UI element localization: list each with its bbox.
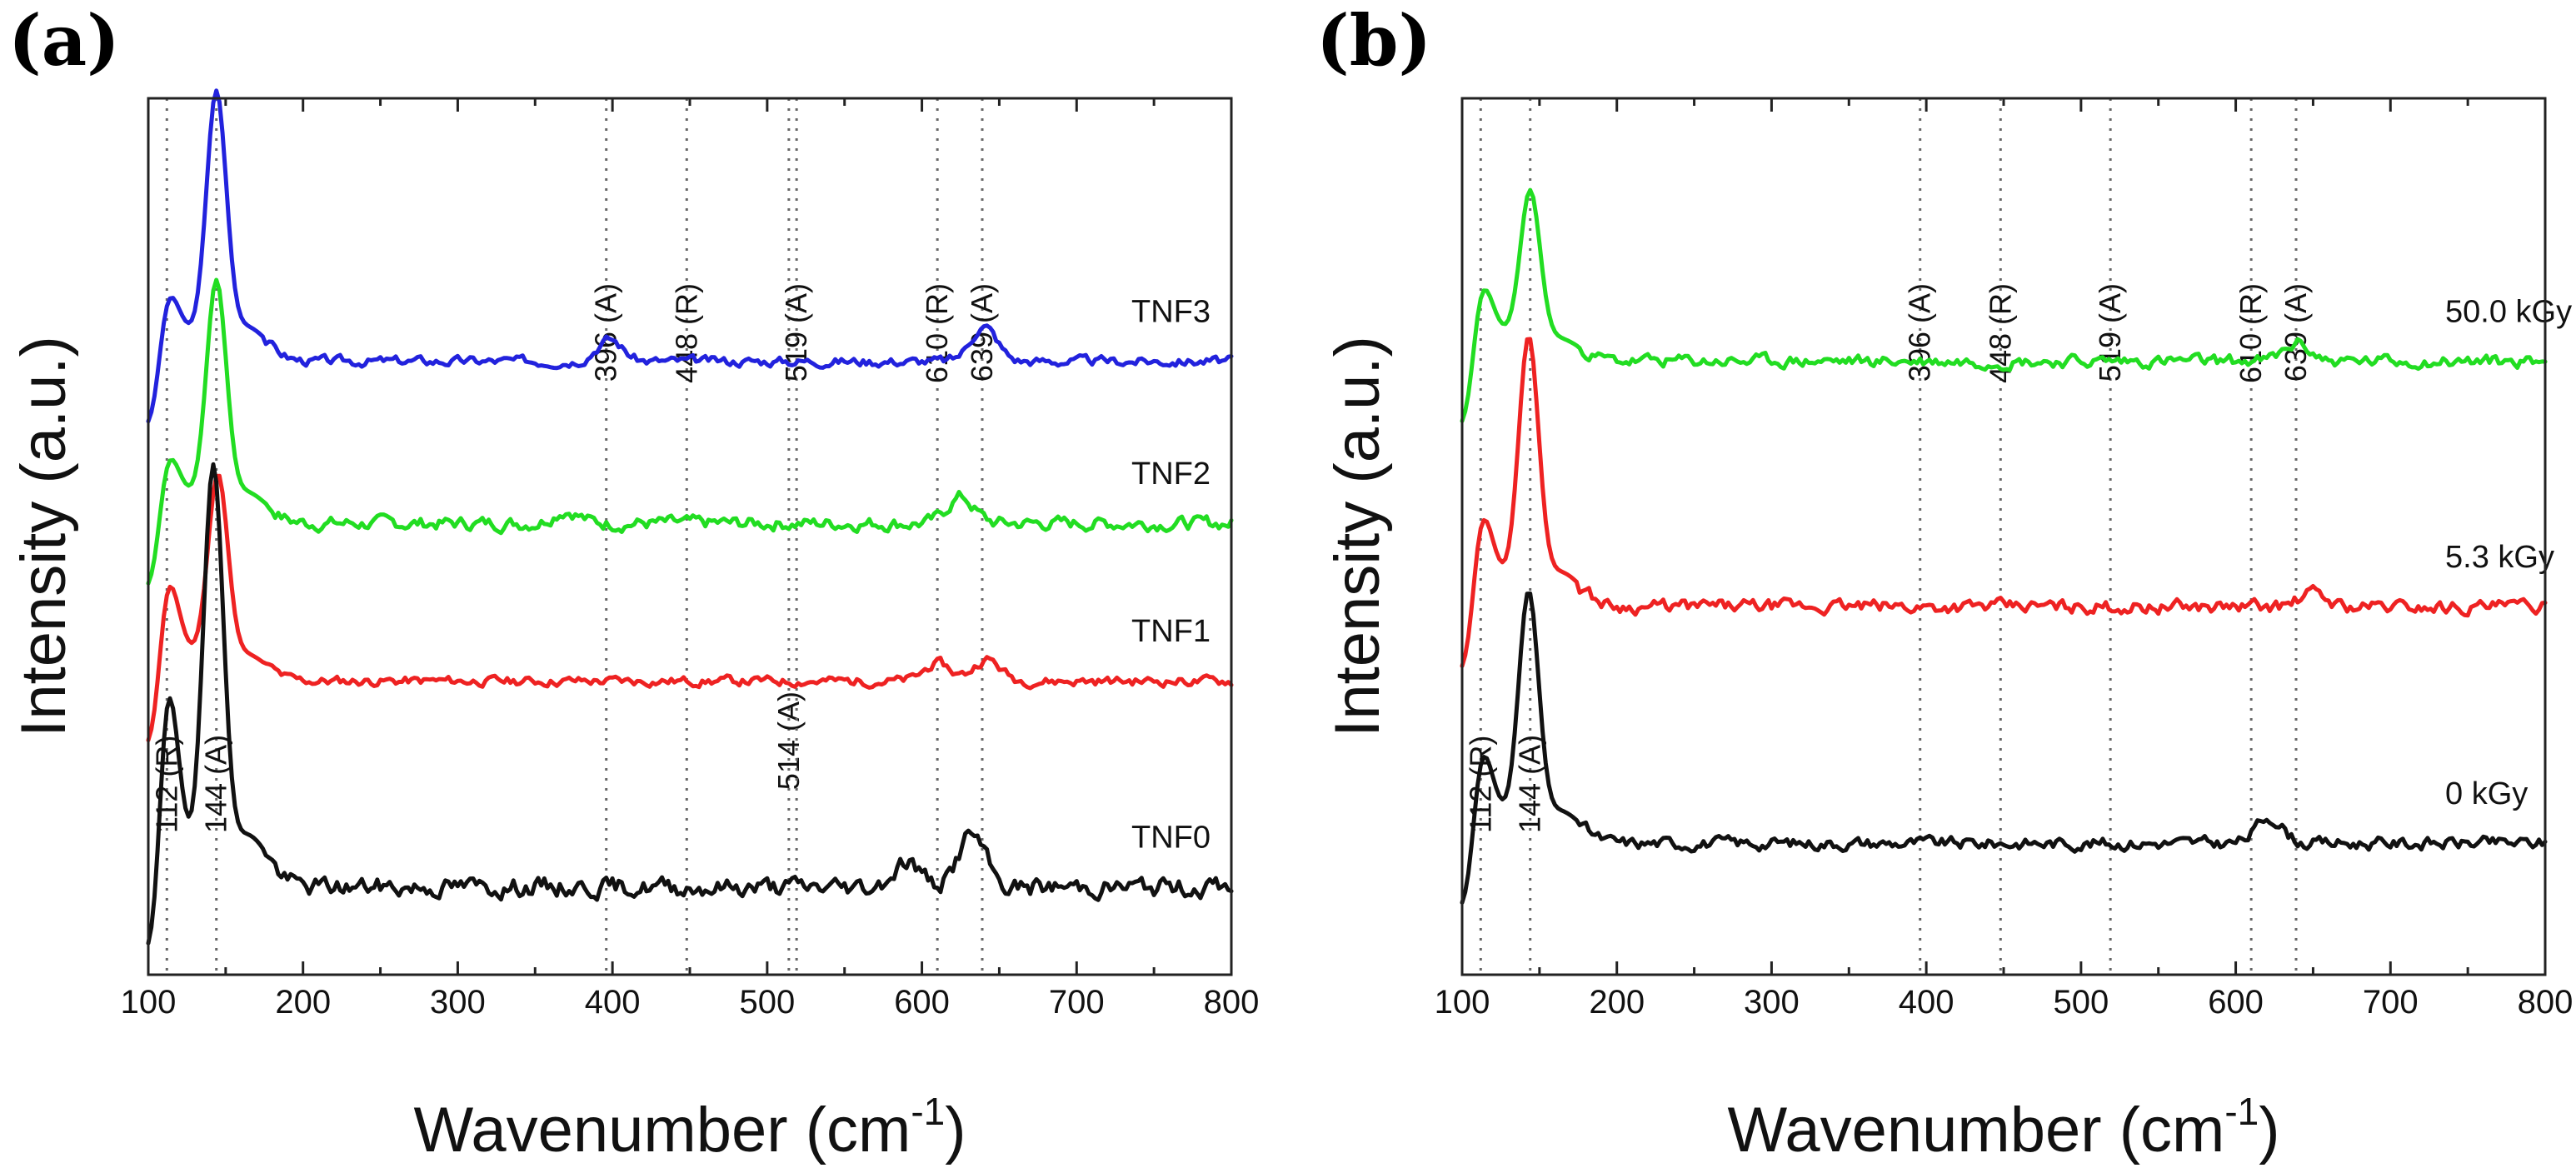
peak-label-396: 396 (A): [589, 283, 623, 382]
x-tick-label: 800: [2518, 984, 2574, 1021]
x-axis-title-tail: ): [945, 1095, 966, 1166]
x-tick-label: 200: [275, 984, 331, 1021]
series-tnf3: [146, 88, 1234, 424]
peak-label-610: 610 (R): [2234, 283, 2268, 383]
x-tick-label: 500: [2053, 984, 2109, 1021]
x-axis-title-sup: -1: [2224, 1090, 2259, 1133]
peak-label-112: 112 (R): [1463, 736, 1497, 833]
x-tick-label: 200: [1589, 984, 1645, 1021]
x-axis-title-main: Wavenumber (cm: [1727, 1095, 2224, 1166]
panel-label: (b): [1316, 0, 1431, 82]
series-tnf1: [146, 473, 1234, 742]
panel-a: (a)112 (R) 144 (A)396 (A) 448 (R)514 (A)51…: [8, 0, 1259, 1166]
peak-label-519: 519 (A): [779, 283, 813, 382]
series-label: TNF1: [1131, 614, 1211, 649]
series-0-kgy: [1460, 591, 2548, 905]
series-5-3-kgy: [1460, 337, 2548, 668]
x-tick-label: 400: [1899, 984, 1954, 1021]
peak-label-639: 639 (A): [2279, 283, 2313, 382]
series-label: TNF2: [1131, 457, 1211, 492]
x-axis-title-sup: -1: [911, 1090, 945, 1133]
series-label: TNF3: [1131, 294, 1211, 329]
peak-label-610: 610 (R): [920, 283, 954, 383]
x-tick-label: 100: [121, 984, 177, 1021]
peak-label-514: 514 (A): [771, 691, 806, 790]
x-axis-title: Wavenumber (cm-1): [1727, 1090, 2279, 1166]
series-tnf2: [146, 277, 1234, 586]
x-tick-label: 500: [739, 984, 795, 1021]
series-label: 5.3 kGy: [2445, 540, 2554, 575]
x-tick-label: 700: [2363, 984, 2419, 1021]
peak-label-519: 519 (A): [2093, 283, 2127, 382]
series-label: 0 kGy: [2445, 776, 2528, 811]
x-tick-label: 600: [894, 984, 950, 1021]
x-tick-label: 300: [430, 984, 486, 1021]
series-50-0-kgy: [1460, 187, 2548, 423]
x-tick-label: 600: [2208, 984, 2264, 1021]
plot-frame: [147, 97, 1233, 976]
peak-label-144: 144 (A): [199, 735, 233, 833]
peak-label-448: 448 (R): [669, 283, 703, 383]
series-label: 50.0 kGy: [2445, 294, 2572, 329]
y-axis-title: Intensity (a.u.): [8, 336, 79, 737]
x-tick-label: 100: [1435, 984, 1490, 1021]
peak-label-396: 396 (A): [1903, 283, 1937, 382]
series-tnf0: [146, 462, 1234, 946]
x-tick-label: 800: [1204, 984, 1260, 1021]
x-axis-title-main: Wavenumber (cm: [413, 1095, 911, 1166]
peak-label-144: 144 (A): [1513, 735, 1547, 833]
x-tick-label: 300: [1744, 984, 1800, 1021]
panel-label: (a): [8, 0, 120, 82]
panel-b: (b)112 (R) 144 (A)396 (A) 448 (R) 519 (A) 61…: [1316, 0, 2573, 1166]
x-axis-title: Wavenumber (cm-1): [413, 1090, 966, 1166]
series-label: TNF0: [1131, 820, 1211, 855]
x-tick-label: 700: [1049, 984, 1105, 1021]
x-tick-label: 400: [585, 984, 641, 1021]
y-axis-title: Intensity (a.u.): [1322, 336, 1393, 737]
x-axis-title-tail: ): [2259, 1095, 2279, 1166]
